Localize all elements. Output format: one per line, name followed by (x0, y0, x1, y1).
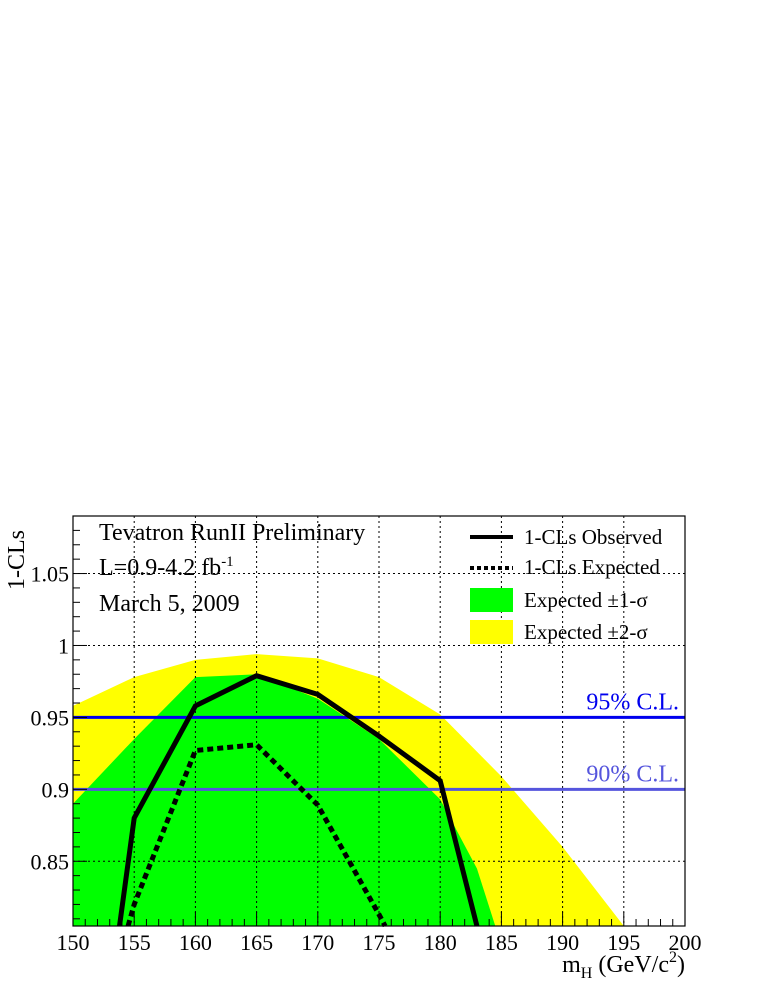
y-tick-label: 1 (58, 633, 69, 658)
legend-observed-label: 1-CLs Observed (524, 525, 663, 549)
x-tick-label: 160 (179, 930, 212, 955)
x-tick-label: 190 (546, 930, 579, 955)
cl-label: 95% C.L. (586, 689, 679, 715)
legend-band2-label: Expected ±2-σ (524, 620, 648, 644)
x-tick-label: 155 (118, 930, 151, 955)
legend: 1-CLs Observed 1-CLs Expected Expected ±… (470, 525, 663, 644)
x-tick-label: 165 (240, 930, 273, 955)
x-tick-label: 185 (485, 930, 518, 955)
legend-band2-swatch (470, 620, 513, 644)
date-label: March 5, 2009 (99, 591, 240, 617)
x-axis-label: mH (GeV/c2) (562, 949, 685, 982)
legend-expected-label: 1-CLs Expected (524, 555, 660, 579)
x-tick-label: 175 (363, 930, 396, 955)
cl-label: 90% C.L. (586, 761, 679, 787)
x-tick-label: 180 (424, 930, 457, 955)
legend-band1-swatch (470, 588, 513, 612)
luminosity-label: L=0.9-4.2 fb-1 (99, 554, 234, 581)
observed-curve (117, 673, 480, 927)
y-tick-label: 0.9 (42, 777, 70, 802)
y-axis-label: 1-CLs (4, 530, 30, 590)
x-tick-label: 195 (607, 930, 640, 955)
y-tick-label: 0.85 (31, 849, 70, 874)
y-tick-label: 1.05 (31, 562, 70, 587)
x-tick-label: 170 (301, 930, 334, 955)
x-tick-label: 150 (57, 930, 90, 955)
legend-band1-label: Expected ±1-σ (524, 588, 648, 612)
y-tick-label: 0.95 (31, 705, 70, 730)
experiment-label: Tevatron RunII Preliminary (99, 520, 365, 546)
x-tick-label: 200 (669, 930, 702, 955)
